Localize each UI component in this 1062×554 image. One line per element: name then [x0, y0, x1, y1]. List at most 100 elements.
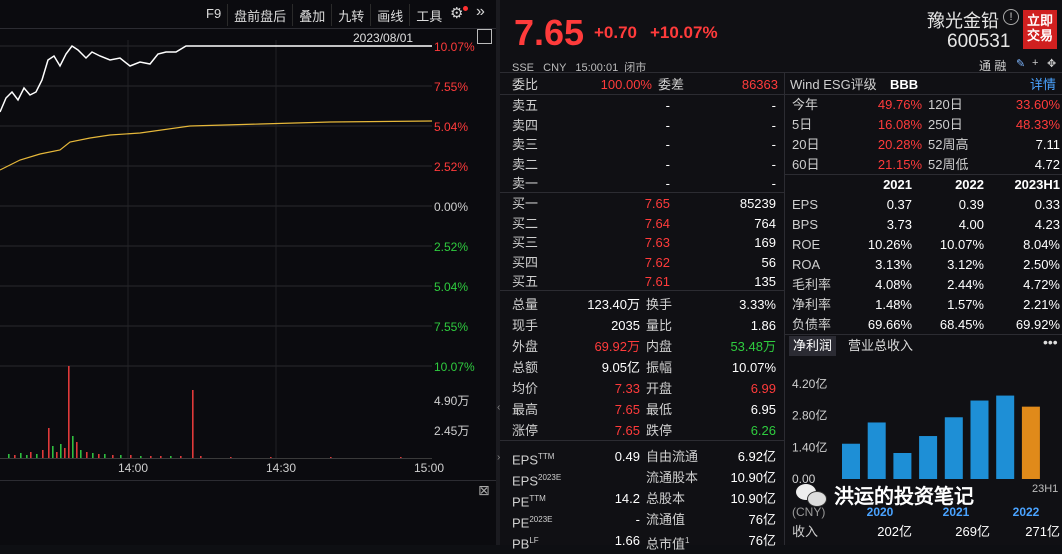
- time-label-1500: 15:00: [414, 461, 445, 475]
- expand-arrow-icon[interactable]: ›: [497, 452, 501, 463]
- info-icon[interactable]: !: [1003, 9, 1019, 25]
- quote-panel: 7.65 +0.70 +10.07% 豫光金铅 ! 600531 立即 交易 S…: [500, 0, 1062, 551]
- ask-price: -: [665, 117, 670, 133]
- draw-line-button[interactable]: 画线: [370, 4, 409, 26]
- volume-axis: 10.07% 4.90万 2.45万: [434, 360, 494, 440]
- return-value: 7.11: [1035, 137, 1060, 152]
- stat-label: 最低: [646, 402, 673, 417]
- return-value: 21.15%: [877, 157, 922, 172]
- profit-bar: [867, 422, 886, 479]
- ask-level-label: 卖三: [512, 137, 539, 152]
- fin-metric-value: 0.39: [958, 197, 984, 212]
- esg-detail-link[interactable]: 详情: [1030, 77, 1057, 92]
- move-icon[interactable]: ✥: [1047, 58, 1057, 70]
- bid-level-label: 买五: [512, 274, 539, 289]
- stat-value: 3.33%: [739, 297, 776, 312]
- valuation-metric-suffix: TTM: [538, 452, 555, 461]
- f9-button[interactable]: F9: [206, 6, 222, 21]
- net-profit-bar-chart: 4.20亿 2.80亿 1.40亿 0.00 23H1 2020 2021 2022 (CNY…: [792, 376, 1058, 519]
- edit-icon[interactable]: ✎: [1016, 58, 1026, 70]
- fin-metric-label: BPS: [792, 217, 819, 232]
- stat-value: 7.65: [614, 402, 640, 417]
- valuation-label: PETTM: [512, 489, 546, 509]
- share-label: 总股本: [646, 489, 685, 509]
- stat-label: 内盘: [646, 339, 673, 354]
- return-period-label: 5日: [792, 117, 813, 132]
- fin-metric-value: 69.66%: [867, 317, 912, 332]
- stat-value: 10.07%: [731, 360, 776, 375]
- stat-label: 现手: [512, 318, 539, 333]
- fin-metric-value: 10.26%: [867, 237, 912, 252]
- expand-more-icon[interactable]: »: [476, 3, 485, 20]
- tab-revenue[interactable]: 营业总收入: [848, 338, 914, 353]
- header-divider: [500, 72, 1062, 73]
- esg-rating: BBB: [890, 77, 919, 92]
- collapse-arrow-icon[interactable]: ‹: [497, 402, 501, 413]
- volume-bar: [92, 453, 94, 458]
- volume-bar: [130, 455, 132, 458]
- premarket-button[interactable]: 盘前盘后: [227, 4, 292, 26]
- ask-volume: -: [771, 176, 776, 191]
- bottom-divider: [0, 480, 496, 481]
- overlay-button[interactable]: 叠加: [292, 4, 331, 26]
- fin-metric-value: 4.23: [1034, 217, 1060, 232]
- return-period-label: 60日: [792, 157, 820, 172]
- stat-value: 6.99: [750, 381, 776, 396]
- volume-bar: [60, 444, 62, 458]
- trade-now-button[interactable]: 立即 交易: [1023, 10, 1057, 49]
- fin-divider: [785, 334, 1062, 335]
- price-change-pct: +10.07%: [650, 23, 718, 42]
- stats-divider: [500, 440, 784, 441]
- volume-axis-label: 10.07%: [434, 360, 475, 374]
- fin-metric-value: 2.21%: [1023, 297, 1060, 312]
- toolbar-divider: [0, 28, 496, 29]
- valuation-label: EPSTTM: [512, 447, 554, 467]
- stat-value: 123.40万: [587, 297, 640, 312]
- ask-level-label: 卖四: [512, 117, 539, 133]
- bar-x-label: 2022: [1013, 505, 1040, 519]
- bid-volume: 764: [754, 215, 776, 231]
- more-options-icon[interactable]: •••: [1043, 334, 1058, 350]
- volume-bar: [330, 457, 332, 458]
- esg-row: Wind ESG评级 BBB 详情: [790, 75, 1060, 95]
- tools-button[interactable]: 工具: [409, 4, 448, 26]
- volume-bar: [150, 456, 152, 458]
- fin-metric-value: 4.08%: [875, 277, 912, 292]
- price-axis-label: 0.00%: [434, 200, 469, 214]
- layout-toggle-icon[interactable]: [477, 29, 492, 44]
- nine-turn-button[interactable]: 九转: [331, 4, 370, 26]
- fin-metric-value: 3.12%: [947, 257, 984, 272]
- share-label: 自由流通: [646, 447, 698, 467]
- return-period-label: 52周高: [928, 137, 969, 152]
- profit-bar: [944, 417, 963, 479]
- intraday-plot: [0, 40, 432, 458]
- valuation-metric-suffix: 2023E: [529, 515, 553, 524]
- stock-name: 豫光金铅: [927, 11, 999, 31]
- price-axis: 10.07% 7.55% 5.04% 2.52% 0.00% 2.52% 5.04% 7.55…: [434, 40, 494, 340]
- volume-bar: [72, 436, 74, 458]
- valuation-value: 0.49: [614, 449, 640, 464]
- settings-gear-icon[interactable]: ⚙: [450, 5, 464, 22]
- chart-date: 2023/08/01: [353, 31, 414, 45]
- fin-metric-label: 净利率: [792, 297, 832, 312]
- fin-metric-value: 4.72%: [1023, 277, 1060, 292]
- tab-net-profit[interactable]: 净利润: [789, 336, 837, 356]
- volume-bar: [98, 454, 100, 458]
- share-value: 6.92亿: [737, 449, 776, 464]
- volume-bar: [104, 454, 106, 458]
- volume-bar: [140, 456, 142, 458]
- profit-bar: [996, 395, 1015, 479]
- stat-value: 1.86: [750, 318, 776, 333]
- valuation-label: PBLF: [512, 531, 539, 551]
- volume-bar: [56, 452, 58, 458]
- stat-label: 总量: [512, 297, 539, 312]
- add-icon[interactable]: +: [1032, 57, 1039, 69]
- ask-price: -: [665, 98, 670, 113]
- weibi-divider: [500, 94, 784, 95]
- panel-splitter[interactable]: [496, 0, 500, 545]
- ask-level-label: 卖一: [512, 176, 539, 191]
- close-panel-icon[interactable]: ⊠: [478, 482, 490, 498]
- volume-bar: [14, 455, 16, 458]
- stat-value: 7.33: [614, 381, 640, 396]
- bids-divider: [500, 290, 784, 291]
